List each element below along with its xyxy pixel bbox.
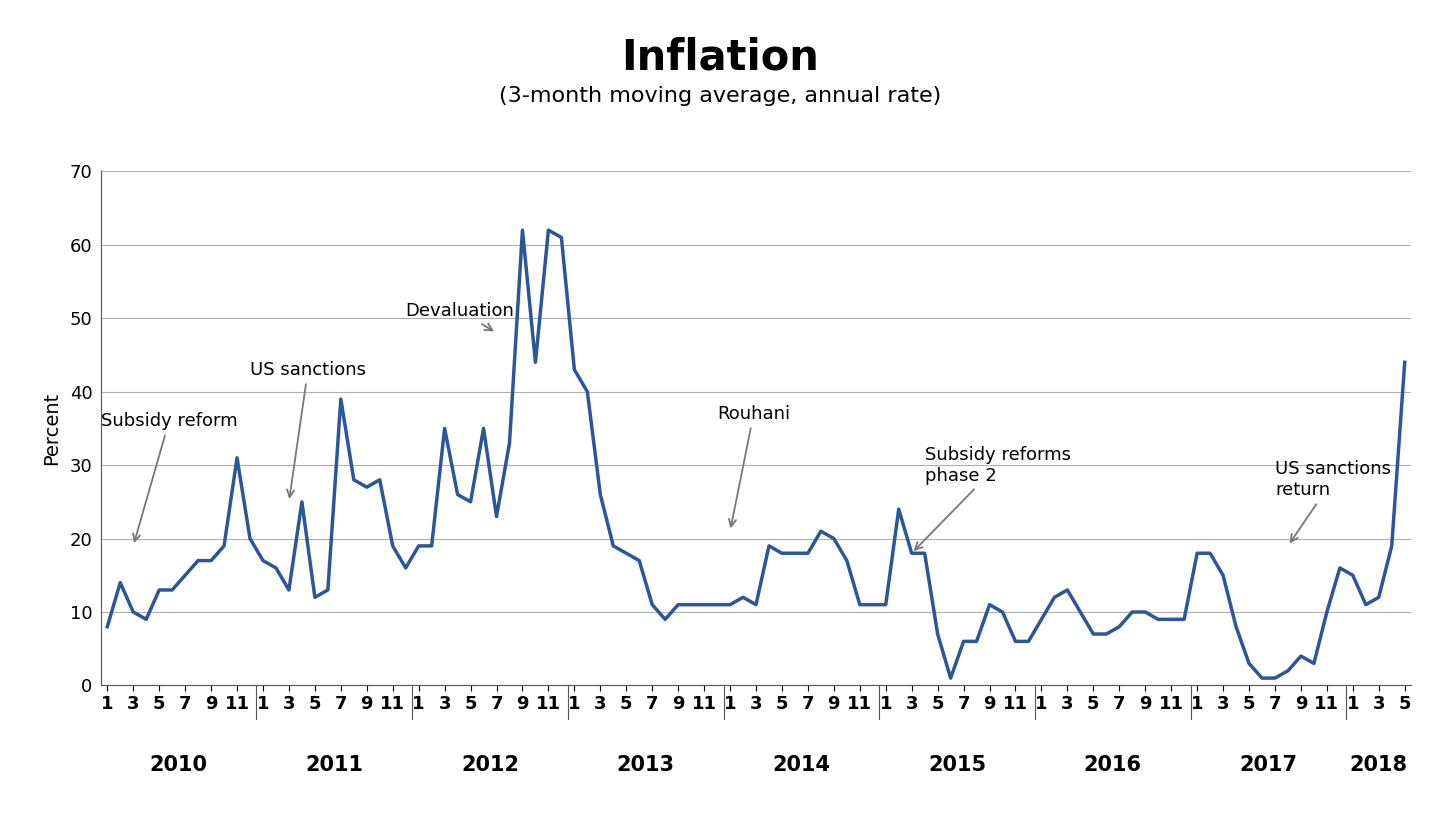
Text: Rouhani: Rouhani: [717, 405, 791, 526]
Text: US sanctions: US sanctions: [251, 361, 366, 497]
Text: Devaluation: Devaluation: [406, 302, 514, 330]
Text: 2012: 2012: [461, 755, 518, 775]
Text: 2010: 2010: [150, 755, 207, 775]
Text: US sanctions
return: US sanctions return: [1274, 460, 1391, 542]
Text: 2015: 2015: [927, 755, 986, 775]
Text: 2013: 2013: [616, 755, 675, 775]
Text: Inflation: Inflation: [621, 37, 819, 78]
Text: 2017: 2017: [1240, 755, 1297, 775]
Y-axis label: Percent: Percent: [42, 392, 62, 465]
Text: (3-month moving average, annual rate): (3-month moving average, annual rate): [498, 86, 942, 106]
Text: 2016: 2016: [1084, 755, 1142, 775]
Text: 2018: 2018: [1349, 755, 1408, 775]
Text: 2014: 2014: [772, 755, 831, 775]
Text: Subsidy reform: Subsidy reform: [101, 412, 238, 541]
Text: Subsidy reforms
phase 2: Subsidy reforms phase 2: [914, 446, 1071, 550]
Text: 2011: 2011: [305, 755, 363, 775]
